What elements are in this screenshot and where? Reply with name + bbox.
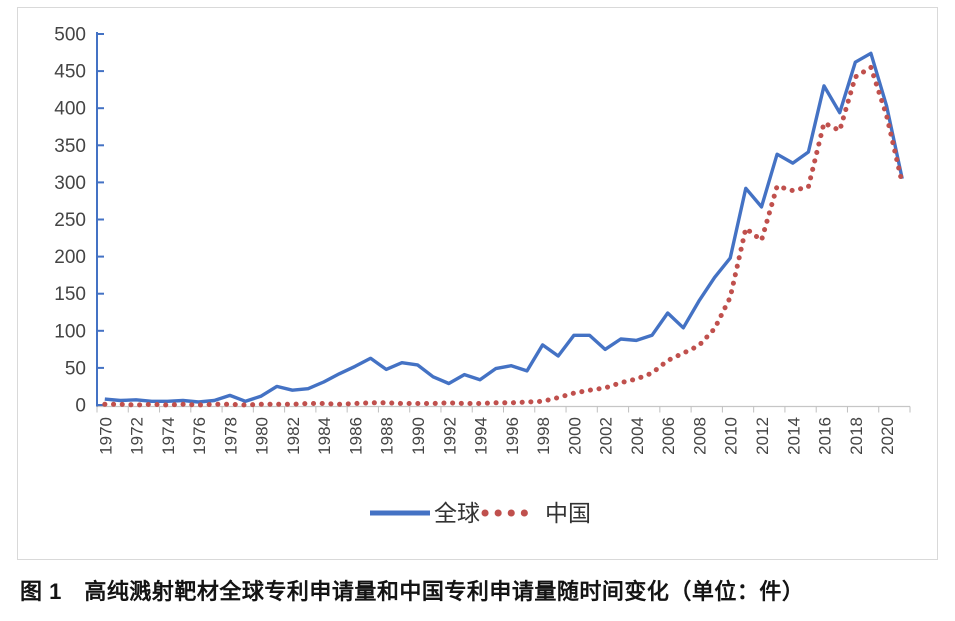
y-tick-label: 200	[54, 247, 86, 268]
x-tick-label: 1972	[128, 417, 147, 455]
x-tick-label: 1978	[221, 417, 240, 455]
x-tick-label: 2006	[659, 417, 678, 455]
x-tick-label: 1994	[472, 417, 491, 455]
y-tick-label: 450	[54, 62, 86, 83]
legend: 全球 中国	[370, 500, 591, 526]
series-line-china	[102, 64, 905, 408]
x-tick-label: 1974	[159, 417, 178, 455]
x-tick-label: 2012	[753, 417, 772, 455]
x-tick-label: 1970	[96, 417, 115, 455]
x-tick-label: 2008	[690, 417, 709, 455]
y-tick-label: 50	[65, 358, 86, 379]
x-tick-label: 1980	[253, 417, 272, 455]
x-tick-label: 1988	[378, 417, 397, 455]
x-tick-label: 1996	[503, 417, 522, 455]
y-tick-label: 100	[54, 321, 86, 342]
y-tick-label: 500	[54, 25, 86, 46]
x-tick-label: 1990	[409, 417, 428, 455]
legend-global-label: 全球	[434, 500, 480, 526]
x-tick-label: 2002	[597, 417, 616, 455]
x-tick-label: 1984	[315, 417, 334, 455]
x-tick-label: 1998	[534, 417, 553, 455]
y-tick-label: 250	[54, 210, 86, 231]
y-tick-label: 0	[75, 396, 86, 417]
y-axis: 0 50 100 150 200 250 300 350 400 450 500	[54, 25, 104, 417]
x-tick-label: 2000	[565, 417, 584, 455]
y-tick-label: 400	[54, 99, 86, 120]
line-chart: 1970 1972 1974 1976 1978 1980 1982 1984 1986 1988…	[54, 25, 911, 526]
x-tick-label: 2014	[784, 417, 803, 455]
chart-panel: 1970 1972 1974 1976 1978 1980 1982 1984 1986 1988…	[17, 7, 938, 560]
x-axis: 1970 1972 1974 1976 1978 1980 1982 1984 1986 1988…	[96, 405, 911, 455]
x-tick-label: 1992	[440, 417, 459, 455]
x-tick-label: 2004	[628, 417, 647, 455]
legend-china-label: 中国	[545, 500, 591, 526]
y-tick-label: 150	[54, 284, 86, 305]
x-tick-label: 2010	[722, 417, 741, 455]
x-tick-label: 2018	[847, 417, 866, 455]
x-tick-label: 1976	[190, 417, 209, 455]
x-tick-label: 1982	[284, 417, 303, 455]
series-line-global	[104, 51, 904, 404]
x-tick-label: 1986	[346, 417, 365, 455]
y-tick-label: 300	[54, 173, 86, 194]
x-tick-label: 2016	[816, 417, 835, 455]
x-tick-label: 2020	[878, 417, 897, 455]
figure-caption: 图 1 高纯溅射靶材全球专利申请量和中国专利申请量随时间变化（单位：件）	[20, 579, 805, 604]
y-tick-label: 350	[54, 136, 86, 157]
